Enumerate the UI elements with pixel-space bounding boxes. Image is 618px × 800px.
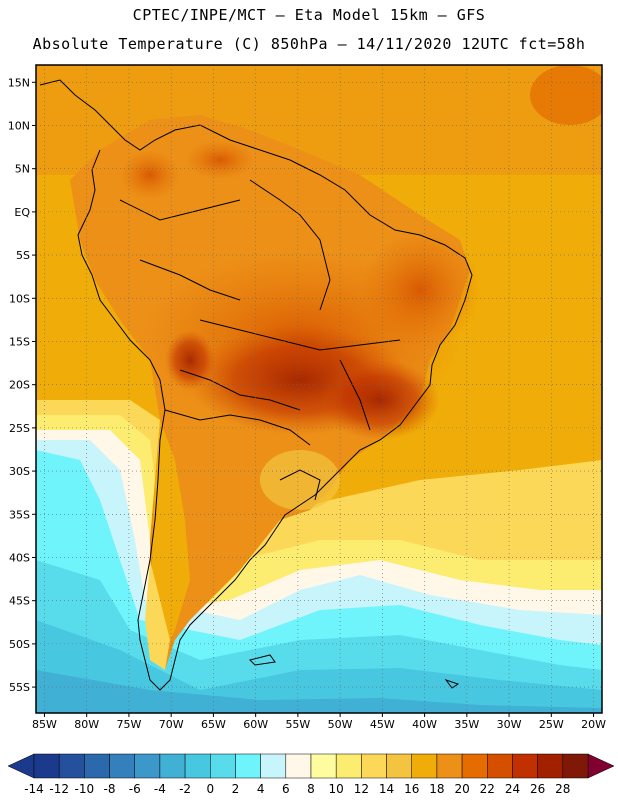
- colorbar: -14 -12 -10 -8 -6 -4 -2 0 2 4 6 8 10 12 14 16 18 20 22 24 26…: [7, 753, 615, 796]
- lat-label: 5N: [15, 163, 30, 176]
- colorbar-label: 10: [329, 782, 344, 796]
- lat-label: 20S: [9, 379, 30, 392]
- lat-label: 40S: [9, 551, 30, 564]
- colorbar-cell: [235, 753, 261, 779]
- colorbar-cell: [487, 753, 513, 779]
- colorbar-cell: [109, 753, 135, 779]
- lat-label: 35S: [9, 508, 30, 521]
- colorbar-label: 28: [555, 782, 570, 796]
- colorbar-label: 14: [379, 782, 394, 796]
- colorbar-label: 4: [257, 782, 265, 796]
- colorbar-cell: [461, 753, 488, 779]
- lat-label: 15S: [9, 335, 30, 348]
- colorbar-cell: [512, 753, 538, 779]
- colorbar-cell: [411, 753, 438, 779]
- colorbar-cell: [134, 753, 161, 779]
- colorbar-label: 24: [505, 782, 520, 796]
- lon-label: 65W: [201, 718, 226, 731]
- map-frame: [35, 64, 603, 714]
- colorbar-cell: [33, 753, 60, 779]
- lon-label: 60W: [243, 718, 268, 731]
- lat-label: 30S: [9, 465, 30, 478]
- colorbar-cell: [184, 753, 211, 779]
- colorbar-label: -14: [24, 782, 44, 796]
- colorbar-label: -4: [154, 782, 166, 796]
- colorbar-cell: [58, 753, 85, 779]
- lon-label: 75W: [116, 718, 141, 731]
- lon-label: 45W: [370, 718, 395, 731]
- colorbar-label: 12: [354, 782, 369, 796]
- lat-label: 15N: [8, 76, 30, 89]
- lat-label: 10S: [9, 292, 30, 305]
- lat-label: 10N: [8, 119, 30, 132]
- lon-label: 20W: [581, 718, 606, 731]
- colorbar-cell: [562, 753, 589, 779]
- lon-label: 30W: [497, 718, 522, 731]
- lat-label: 55S: [9, 681, 30, 694]
- colorbar-label: -6: [129, 782, 141, 796]
- colorbar-label: -10: [75, 782, 95, 796]
- lat-label: 5S: [16, 249, 30, 262]
- lon-label: 85W: [32, 718, 57, 731]
- colorbar-cell: [260, 753, 287, 779]
- colorbar-label: 2: [232, 782, 240, 796]
- lon-label: 70W: [159, 718, 184, 731]
- colorbar-label: -2: [179, 782, 191, 796]
- colorbar-label: 16: [404, 782, 419, 796]
- colorbar-label: -12: [49, 782, 69, 796]
- colorbar-cell: [159, 753, 186, 779]
- colorbar-cell: [386, 753, 412, 779]
- colorbar-label: -8: [104, 782, 116, 796]
- colorbar-label: 26: [530, 782, 545, 796]
- lon-label: 55W: [285, 718, 310, 731]
- colorbar-cell: [335, 753, 362, 779]
- lat-label: 25S: [9, 422, 30, 435]
- colorbar-label: 22: [480, 782, 495, 796]
- lon-label: 80W: [74, 718, 99, 731]
- colorbar-cell: [436, 753, 463, 779]
- temperature-field: [36, 65, 602, 713]
- colorbar-left-arrow-icon: [7, 753, 35, 779]
- lon-label: 25W: [539, 718, 564, 731]
- lon-label: 35W: [454, 718, 479, 731]
- map-title-line2: Absolute Temperature (C) 850hPa – 14/11/…: [32, 35, 586, 53]
- colorbar-label: 20: [454, 782, 469, 796]
- colorbar-cell: [310, 753, 337, 779]
- colorbar-label: 8: [307, 782, 315, 796]
- lat-label: 45S: [9, 595, 30, 608]
- lat-label: 50S: [9, 638, 30, 651]
- colorbar-cell: [361, 753, 387, 779]
- axis-ticks: [32, 81, 595, 717]
- lat-label: EQ: [14, 206, 30, 219]
- colorbar-label: 6: [282, 782, 290, 796]
- lon-label: 40W: [412, 718, 437, 731]
- latitude-labels: 15N 10N 5N EQ 5S 10S 15S 20S 25S 30S 35S 40S 45S 50S 5…: [8, 76, 31, 694]
- colorbar-cell: [84, 753, 110, 779]
- colorbar-cell: [537, 753, 564, 779]
- colorbar-label: 0: [206, 782, 214, 796]
- coastlines: [39, 79, 473, 691]
- map-title-line1: CPTEC/INPE/MCT – Eta Model 15km – GFS: [132, 6, 486, 24]
- colorbar-cell: [285, 753, 312, 779]
- longitude-labels: 85W 80W 75W 70W 65W 60W 55W 50W 45W 40W 35W 30W 25W 2…: [32, 718, 606, 731]
- colorbar-cell: [210, 753, 236, 779]
- lon-label: 50W: [328, 718, 353, 731]
- colorbar-right-arrow-icon: [587, 753, 615, 779]
- lat-lon-grid: [36, 65, 602, 713]
- colorbar-label: 18: [429, 782, 444, 796]
